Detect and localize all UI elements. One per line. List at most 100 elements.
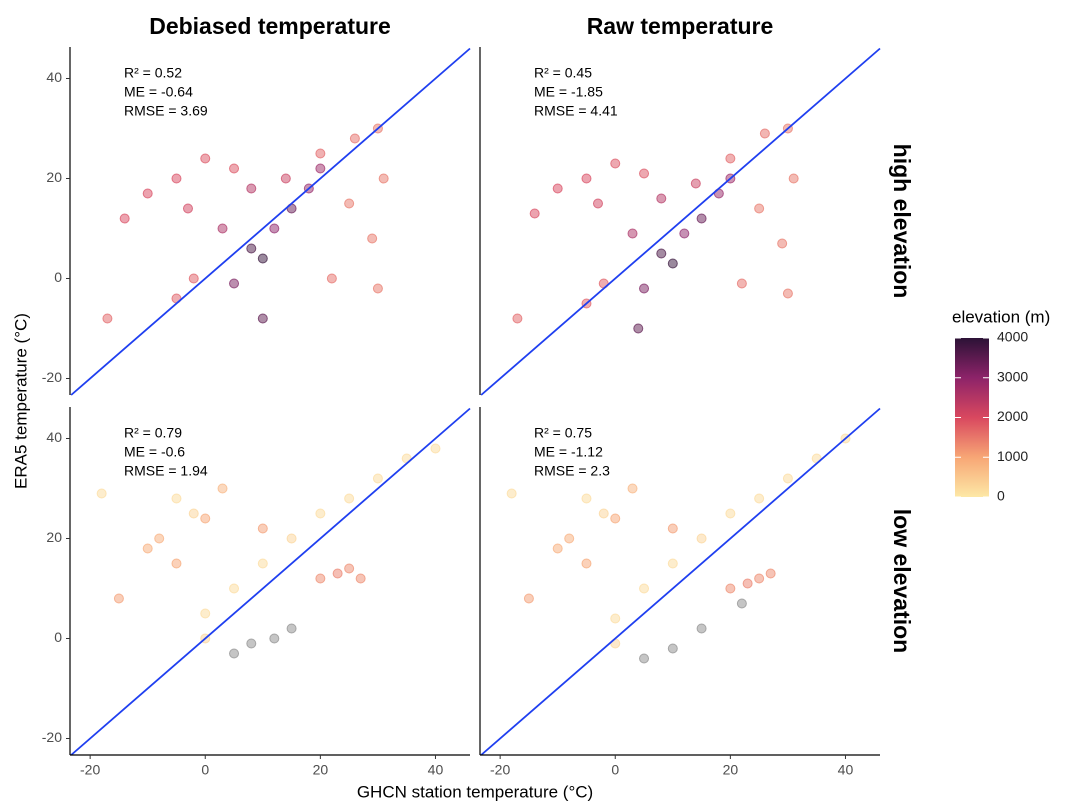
point	[759, 128, 770, 139]
point	[564, 533, 575, 544]
y-tick-label: 20	[46, 529, 62, 545]
point	[552, 183, 563, 194]
point	[269, 223, 280, 234]
y-tick-label: 40	[46, 429, 62, 445]
point	[171, 173, 182, 184]
point	[257, 558, 268, 569]
point	[736, 278, 747, 289]
point	[229, 583, 240, 594]
col-title: Debiased temperature	[149, 13, 391, 39]
y-tick-label: 40	[46, 69, 62, 85]
point	[782, 288, 793, 299]
legend-title: elevation (m)	[952, 307, 1050, 326]
point	[229, 163, 240, 174]
stat-label: R² = 0.79	[124, 425, 182, 441]
point	[200, 513, 211, 524]
point	[142, 543, 153, 554]
point	[344, 493, 355, 504]
point	[332, 568, 343, 579]
point	[246, 638, 257, 649]
stat-label: ME = -1.12	[534, 444, 603, 460]
panel: -20 0 20 40 R² = 0.52 ME = -0.64 RMSE = 3.69	[42, 47, 471, 396]
point	[782, 473, 793, 484]
x-tick-label: 20	[723, 762, 739, 778]
x-tick-label: 0	[201, 762, 209, 778]
point	[229, 648, 240, 659]
point	[667, 558, 678, 569]
point	[217, 483, 228, 494]
y-axis-label: ERA5 temperature (°C)	[11, 313, 30, 489]
point	[639, 653, 650, 664]
point	[592, 198, 603, 209]
point	[598, 508, 609, 519]
stat-label: ME = -0.64	[124, 84, 193, 100]
point	[171, 493, 182, 504]
point	[171, 558, 182, 569]
point	[529, 208, 540, 219]
point	[367, 233, 378, 244]
point	[788, 173, 799, 184]
point	[229, 278, 240, 289]
point	[257, 253, 268, 264]
point	[154, 533, 165, 544]
point	[512, 313, 523, 324]
x-tick-label: -20	[80, 762, 100, 778]
point	[269, 633, 280, 644]
point	[696, 213, 707, 224]
identity-line	[70, 47, 471, 396]
point	[552, 543, 563, 554]
point	[656, 193, 667, 204]
point	[257, 523, 268, 534]
point	[639, 168, 650, 179]
point	[667, 523, 678, 534]
stat-label: R² = 0.52	[124, 65, 182, 81]
point	[315, 508, 326, 519]
point	[667, 258, 678, 269]
x-tick-label: 40	[838, 762, 854, 778]
point	[754, 493, 765, 504]
identity-line	[480, 47, 881, 396]
point	[627, 228, 638, 239]
point	[765, 568, 776, 579]
point	[200, 608, 211, 619]
point	[102, 313, 113, 324]
stat-label: ME = -1.85	[534, 84, 603, 100]
point	[372, 283, 383, 294]
stat-label: RMSE = 1.94	[124, 463, 208, 479]
stat-label: RMSE = 3.69	[124, 103, 208, 119]
point	[315, 163, 326, 174]
x-tick-label: 20	[313, 762, 329, 778]
point	[378, 173, 389, 184]
point	[581, 173, 592, 184]
colorbar-tick-label: 0	[997, 488, 1005, 504]
point	[754, 203, 765, 214]
point	[246, 183, 257, 194]
stat-label: ME = -0.6	[124, 444, 185, 460]
point	[610, 158, 621, 169]
point	[182, 203, 193, 214]
point	[581, 493, 592, 504]
identity-line	[70, 407, 471, 756]
col-title: Raw temperature	[587, 13, 774, 39]
point	[610, 613, 621, 624]
point	[280, 173, 291, 184]
point	[119, 213, 130, 224]
point	[372, 473, 383, 484]
point	[581, 558, 592, 569]
point	[430, 443, 441, 454]
point	[349, 133, 360, 144]
point	[690, 178, 701, 189]
row-label: low elevation	[889, 509, 915, 653]
point	[633, 323, 644, 334]
x-axis-label: GHCN station temperature (°C)	[357, 782, 593, 801]
point	[355, 573, 366, 584]
row-label: high elevation	[889, 144, 915, 299]
point	[696, 533, 707, 544]
point	[315, 573, 326, 584]
point	[326, 273, 337, 284]
point	[344, 563, 355, 574]
x-tick-label: 0	[611, 762, 619, 778]
y-tick-label: 0	[54, 269, 62, 285]
point	[257, 313, 268, 324]
point	[315, 148, 326, 159]
